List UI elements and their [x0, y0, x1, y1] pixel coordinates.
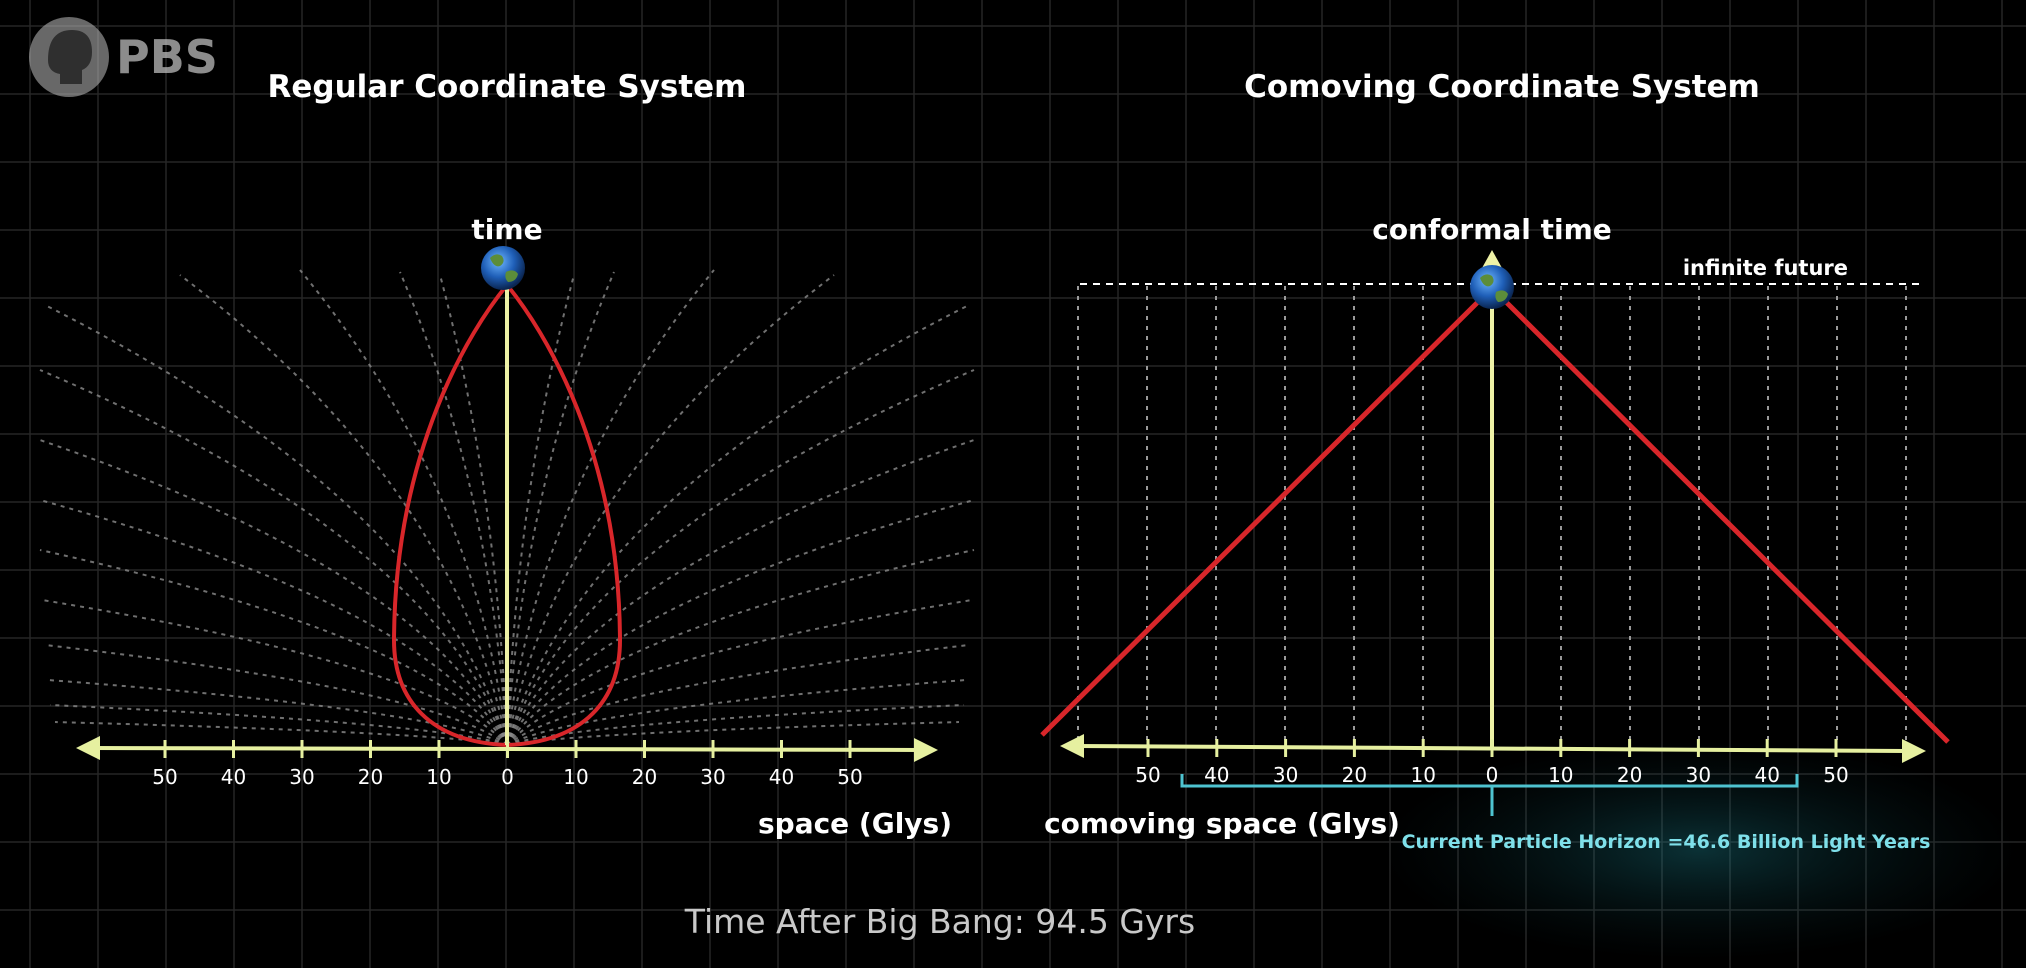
infinite-future-label: infinite future: [1683, 256, 1848, 280]
geodesic-line: [506, 679, 967, 746]
comoving-geodesics: [39, 269, 975, 746]
axis-arrow-right-icon: [1902, 739, 1926, 763]
conformal-time-label: conformal time: [1372, 213, 1612, 246]
pbs-logo-text: PBS: [116, 30, 218, 84]
pbs-head-icon: [29, 17, 109, 97]
right-panel-title: Comoving Coordinate System: [1244, 69, 1760, 105]
tick-label: 20: [358, 765, 383, 789]
geodesic-line: [39, 369, 508, 746]
geodesic-line: [39, 439, 508, 746]
geodesic-line: [506, 599, 973, 746]
tick-label: 20: [632, 765, 657, 789]
geodesic-line: [506, 369, 975, 746]
tick-label: 20: [1617, 763, 1642, 787]
left-panel-title: Regular Coordinate System: [268, 69, 747, 105]
earth-icon: [1470, 265, 1514, 309]
tick-label: 10: [426, 765, 451, 789]
tick-label: 10: [563, 765, 588, 789]
tick-label: 40: [1754, 763, 1779, 787]
geodesic-line: [39, 549, 508, 746]
geodesic-line: [44, 304, 508, 746]
comoving-space-label: comoving space (Glys): [1044, 807, 1400, 840]
geodesic-line: [299, 269, 508, 746]
geodesic-line: [44, 644, 508, 746]
geodesic-line: [506, 644, 970, 746]
geodesic-line: [54, 721, 508, 746]
tick-label: 30: [700, 765, 725, 789]
tick-label: 50: [837, 765, 862, 789]
geodesic-line: [506, 439, 975, 746]
light-cone-right-edge: [1490, 286, 1950, 744]
time-after-big-bang: Time After Big Bang: 94.5 Gyrs: [684, 902, 1195, 941]
left-panel: Regular Coordinate System 50 40 30 20 10 0 10 2…: [39, 69, 975, 840]
tick-label: 50: [152, 765, 177, 789]
time-axis-arrow-icon: [1482, 250, 1502, 268]
tick-label: 0: [1486, 763, 1499, 787]
axis-arrow-left-icon: [1060, 734, 1084, 758]
tick-label: 50: [1135, 763, 1160, 787]
tick-label: 20: [1342, 763, 1367, 787]
tick-label: 0: [501, 765, 514, 789]
tick-label: 30: [1686, 763, 1711, 787]
right-panel: Comoving Coordinate System infinite futu…: [1040, 69, 2020, 960]
time-axis-label: time: [471, 213, 542, 246]
geodesic-line: [506, 304, 970, 746]
geodesic-line: [506, 271, 615, 746]
tick-label: 30: [1273, 763, 1298, 787]
geodesic-line: [399, 271, 508, 746]
geodesic-line: [506, 549, 975, 746]
tick-label: 10: [1548, 763, 1573, 787]
pbs-logo: PBS: [29, 17, 218, 97]
tick-label: 40: [769, 765, 794, 789]
earth-icon: [481, 246, 525, 290]
geodesic-line: [39, 499, 508, 746]
horizon-glow: [1380, 740, 2020, 960]
geodesic-line: [179, 274, 508, 746]
tick-label: 30: [289, 765, 314, 789]
tick-label: 10: [1410, 763, 1435, 787]
geodesic-line: [41, 599, 508, 746]
geodesic-line: [506, 274, 575, 746]
light-cone-left-edge: [1040, 286, 1494, 737]
comoving-space-axis-ticks: 50 40 30 20 10 0 10 20 30 40 50: [1135, 739, 1849, 787]
axis-arrow-left-icon: [76, 736, 100, 760]
tick-label: 50: [1823, 763, 1848, 787]
geodesic-line: [506, 499, 975, 746]
geodesic-line: [439, 274, 508, 746]
geodesic-line: [506, 269, 715, 746]
space-axis-ticks: 50 40 30 20 10 0 10 20 30 40 50: [152, 740, 863, 789]
geodesic-line: [47, 679, 508, 746]
tick-label: 40: [221, 765, 246, 789]
particle-horizon-label: Current Particle Horizon =46.6 Billion L…: [1402, 831, 1931, 853]
particle-horizon-bracket: [1180, 774, 1799, 816]
geodesic-line: [506, 721, 960, 746]
comoving-worldlines: [1077, 286, 1907, 746]
space-axis-label: space (Glys): [758, 807, 952, 840]
geodesic-line: [506, 274, 835, 746]
tick-label: 40: [1204, 763, 1229, 787]
axis-arrow-right-icon: [914, 738, 938, 762]
